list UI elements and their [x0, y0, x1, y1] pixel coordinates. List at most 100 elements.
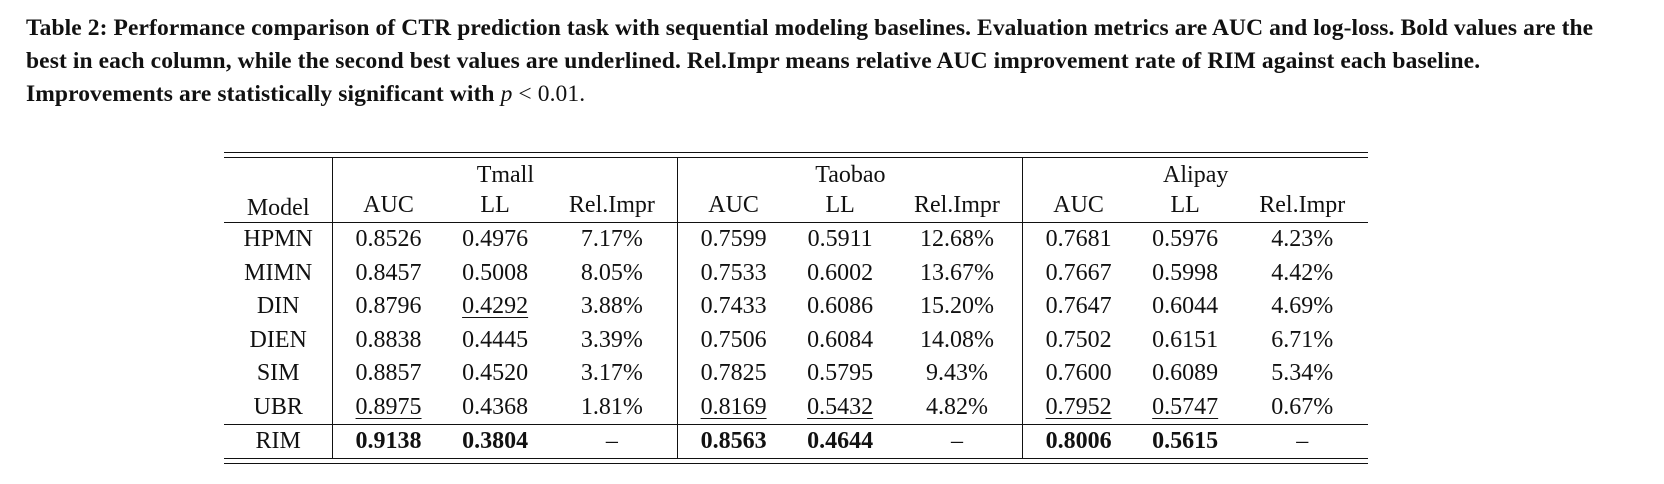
cell: 5.34% — [1271, 360, 1334, 387]
cell: 3.88% — [580, 293, 643, 320]
model-header: Model — [246, 195, 310, 221]
row-model: HPMN — [224, 222, 333, 257]
cell-best: 0.8563 — [677, 424, 789, 458]
row-model: UBR — [253, 393, 303, 420]
cell: 14.08% — [919, 326, 994, 353]
cell: 0.7667 — [1022, 256, 1134, 290]
cell: 4.23% — [1236, 222, 1368, 257]
cell-second-best: 0.4292 — [462, 293, 529, 320]
cell: 9.43% — [925, 360, 988, 387]
row-model: MIMN — [244, 259, 313, 286]
table-row: DIEN 0.8838 0.4445 3.39% 0.7506 0.6084 1… — [224, 323, 1368, 357]
cell: – — [546, 424, 678, 458]
sub-header-auc: AUC — [332, 189, 444, 223]
cell: 0.6086 — [807, 293, 874, 320]
cell: 0.7599 — [677, 222, 789, 257]
cell: 3.17% — [580, 360, 643, 387]
cell: 0.7681 — [1022, 222, 1134, 257]
cell: 0.4445 — [462, 326, 529, 353]
cell: 0.5911 — [788, 222, 892, 257]
cell: 12.68% — [891, 222, 1023, 257]
cell: 0.5795 — [807, 360, 874, 387]
group-tmall: Tmall — [332, 158, 678, 189]
cell: 0.6151 — [1152, 326, 1219, 353]
cell: 0.6084 — [807, 326, 874, 353]
sub-header-ll: LL — [480, 192, 510, 218]
cell-second-best: 0.8975 — [332, 390, 444, 425]
sub-header-auc: AUC — [1022, 189, 1134, 223]
group-alipay: Alipay — [1022, 158, 1368, 189]
cell: 0.6089 — [1152, 360, 1219, 387]
cell: 0.7600 — [1022, 357, 1134, 391]
cell: – — [1236, 424, 1368, 458]
cell: 0.7502 — [1022, 323, 1134, 357]
cell: 3.39% — [580, 326, 643, 353]
cell-best: 0.9138 — [332, 424, 444, 458]
cell: 8.05% — [580, 259, 643, 286]
cell-best: 0.8006 — [1022, 424, 1134, 458]
cell: 0.6044 — [1152, 293, 1219, 320]
cell: – — [891, 424, 1023, 458]
table-bottom-rule — [224, 458, 1368, 464]
cell: 15.20% — [919, 293, 994, 320]
row-model: DIEN — [249, 326, 307, 353]
performance-table: Model Tmall Taobao Alipay AUC LL Rel.Imp… — [224, 158, 1368, 458]
cell: 4.69% — [1271, 293, 1334, 320]
cell: 0.5998 — [1152, 259, 1219, 286]
p-condition: < 0.01. — [512, 81, 586, 107]
sub-header-rel-impr: Rel.Impr — [913, 192, 1000, 218]
cell-second-best: 0.7952 — [1022, 390, 1134, 425]
table-top-rule — [224, 152, 1368, 158]
cell-best: 0.5615 — [1133, 424, 1237, 458]
caption-p-value: p < 0.01. — [501, 81, 586, 107]
row-model: SIM — [256, 360, 300, 387]
cell: 0.8857 — [332, 357, 444, 391]
cell: 0.4368 — [462, 393, 529, 420]
p-symbol: p — [500, 81, 513, 107]
sub-header-rel-impr: Rel.Impr — [1259, 192, 1346, 218]
cell: 0.5976 — [1133, 222, 1237, 257]
sub-header-ll: LL — [825, 192, 855, 218]
header-sub-row: AUC LL Rel.Impr AUC LL Rel.Impr AUC LL R… — [224, 189, 1368, 223]
cell-second-best: 0.5432 — [807, 393, 874, 420]
caption-text: Table 2: Performance comparison of CTR p… — [26, 15, 1594, 107]
cell: 0.6002 — [807, 259, 874, 286]
table-row: UBR 0.8975 0.4368 1.81% 0.8169 0.5432 4.… — [224, 390, 1368, 425]
cell-second-best: 0.5747 — [1152, 393, 1219, 420]
cell: 4.42% — [1271, 259, 1334, 286]
table-row-rim: RIM 0.9138 0.3804 – 0.8563 0.4644 – 0.80… — [224, 424, 1368, 458]
cell: 6.71% — [1271, 326, 1334, 353]
cell-best: 0.3804 — [443, 424, 547, 458]
row-model: DIN — [256, 293, 300, 320]
table-row: MIMN 0.8457 0.5008 8.05% 0.7533 0.6002 1… — [224, 256, 1368, 290]
cell: 13.67% — [919, 259, 994, 286]
sub-header-rel-impr: Rel.Impr — [568, 192, 655, 218]
table-row: HPMN 0.8526 0.4976 7.17% 0.7599 0.5911 1… — [224, 222, 1368, 257]
cell: 0.4976 — [443, 222, 547, 257]
results-table: Model Tmall Taobao Alipay AUC LL Rel.Imp… — [224, 152, 1368, 464]
cell: 0.67% — [1271, 393, 1334, 420]
cell: 0.7433 — [677, 290, 789, 324]
cell: 0.8457 — [332, 256, 444, 290]
cell: 0.7533 — [677, 256, 789, 290]
cell-best: 0.4644 — [788, 424, 892, 458]
cell: 0.5008 — [462, 259, 529, 286]
cell: 0.8838 — [332, 323, 444, 357]
cell: 0.7825 — [677, 357, 789, 391]
table-row: DIN 0.8796 0.4292 3.88% 0.7433 0.6086 15… — [224, 290, 1368, 324]
header-group-row: Model Tmall Taobao Alipay — [224, 158, 1368, 221]
row-model: RIM — [224, 424, 333, 458]
group-taobao: Taobao — [677, 158, 1023, 189]
table-caption: Table 2: Performance comparison of CTR p… — [26, 12, 1626, 111]
sub-header-auc: AUC — [677, 189, 789, 223]
table-row: SIM 0.8857 0.4520 3.17% 0.7825 0.5795 9.… — [224, 357, 1368, 391]
cell: 1.81% — [580, 393, 643, 420]
cell-second-best: 0.8169 — [677, 390, 789, 425]
cell: 7.17% — [546, 222, 678, 257]
cell: 0.8526 — [332, 222, 444, 257]
cell: 0.7506 — [677, 323, 789, 357]
cell: 0.7647 — [1022, 290, 1134, 324]
sub-header-ll: LL — [1170, 192, 1200, 218]
cell: 0.8796 — [332, 290, 444, 324]
cell: 0.4520 — [462, 360, 529, 387]
